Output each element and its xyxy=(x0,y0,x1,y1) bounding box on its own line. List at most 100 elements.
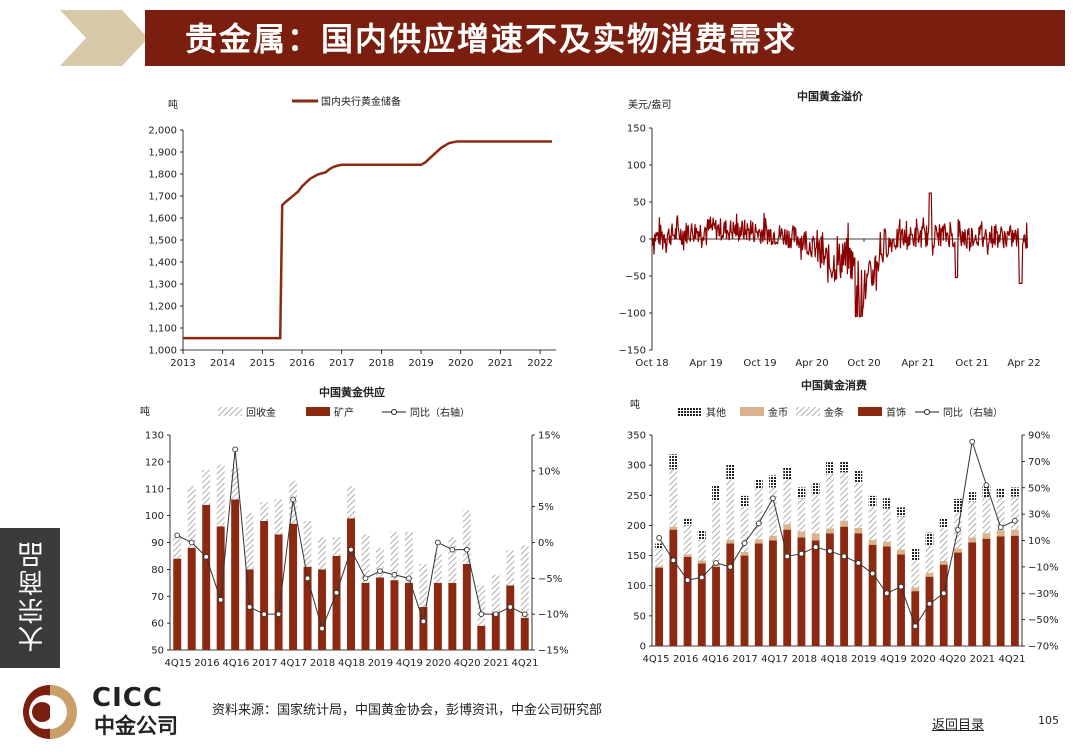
supply-bar-mine xyxy=(419,607,428,650)
supply-x-tick-label: 4Q15 xyxy=(165,658,192,669)
consumption-bar-coin xyxy=(726,539,735,544)
supply-yoy-point xyxy=(188,539,195,546)
reserves-x-tick-label: 2016 xyxy=(289,358,314,369)
supply-legend-label-mine: 矿产 xyxy=(334,406,354,419)
consumption-y-tick-label: 50 xyxy=(633,611,646,622)
supply-y-tick-label: 130 xyxy=(145,431,164,442)
supply-x-tick-label: 2017 xyxy=(252,658,277,669)
reserves-y-tick-label: 1,200 xyxy=(148,302,177,313)
consumption-bar-bar xyxy=(740,506,749,552)
consumption-yoy-point xyxy=(798,550,805,557)
consumption-yoy-point xyxy=(983,482,990,488)
consumption-bar-bar xyxy=(897,516,905,550)
supply-bar-recycle xyxy=(361,534,370,583)
supply-bar-recycle xyxy=(231,467,240,500)
supply-y2-tick-label: −15% xyxy=(538,646,569,657)
reserves-x-tick-label: 2015 xyxy=(250,358,275,369)
consumption-x-tick-label: 4Q15 xyxy=(643,654,670,665)
consumption-bar-coin xyxy=(939,560,948,565)
consumption-bar-other xyxy=(825,462,834,475)
supply-bar-mine xyxy=(433,582,442,650)
supply-yoy-point xyxy=(246,604,253,610)
logo-wordmark-en: CICC xyxy=(92,683,163,713)
consumption-bar-bar xyxy=(697,539,706,561)
back-to-contents-link[interactable]: 返回目录 xyxy=(932,718,985,733)
reserves-y-tick-label: 1,400 xyxy=(148,258,177,269)
logo-wordmark-cn: 中金公司 xyxy=(94,714,178,738)
consumption-legend-label-coin: 金币 xyxy=(768,406,788,419)
consumption-y-tick-label: 100 xyxy=(627,581,646,592)
consumption-bar-jewelry xyxy=(854,533,863,646)
supply-bar-mine xyxy=(173,558,182,650)
supply-yoy-point xyxy=(377,568,383,575)
consumption-y-unit: 吨 xyxy=(630,398,640,411)
supply-yoy-point xyxy=(449,546,456,553)
supply-legend-marker-yoy xyxy=(391,409,397,415)
consumption-bar-other xyxy=(683,518,692,526)
supply-bar-mine xyxy=(318,569,327,650)
consumption-legend-label-other: 其他 xyxy=(706,406,726,419)
page-title: 贵金属：国内供应增速不及实物消费需求 xyxy=(185,20,798,58)
premium-y-tick-label: −50 xyxy=(625,272,646,283)
supply-yoy-point xyxy=(261,611,267,618)
premium-y-tick-label: 0 xyxy=(640,235,646,246)
consumption-title: 中国黄金消费 xyxy=(801,378,867,392)
consumption-x-tick-label: 2021 xyxy=(970,654,995,665)
consumption-bar-other xyxy=(996,488,1005,498)
supply-yoy-point xyxy=(319,625,325,632)
consumption-y2-tick-label: 70% xyxy=(1028,457,1050,468)
consumption-yoy-point xyxy=(912,623,919,630)
supply-y2-tick-label: 10% xyxy=(538,466,560,477)
supply-yoy-point xyxy=(406,575,412,582)
consumption-bar-coin xyxy=(783,524,792,530)
supply-yoy-point xyxy=(435,539,441,546)
consumption-y2-tick-label: −30% xyxy=(1028,589,1059,600)
consumption-bar-coin xyxy=(882,541,891,547)
consumption-bar-other xyxy=(982,486,991,498)
premium-x-tick-label: Oct 18 xyxy=(635,358,668,369)
consumption-y2-tick-label: 10% xyxy=(1028,536,1050,547)
supply-x-tick-label: 4Q19 xyxy=(396,658,423,669)
consumption-yoy-point xyxy=(926,600,933,607)
consumption-bar-bar xyxy=(811,494,820,534)
sidebar-tab[interactable] xyxy=(0,528,60,668)
consumption-bar-bar xyxy=(840,472,849,521)
supply-bar-recycle xyxy=(477,585,486,626)
consumption-bar-coin xyxy=(925,573,934,577)
supply-y-tick-label: 120 xyxy=(145,457,164,468)
consumption-bar-other xyxy=(797,487,806,499)
consumption-bar-jewelry xyxy=(769,540,777,646)
consumption-bar-coin xyxy=(655,566,664,568)
supply-yoy-point xyxy=(333,589,340,596)
supply-bar-recycle xyxy=(187,486,196,548)
supply-bar-recycle xyxy=(390,531,399,581)
consumption-yoy-point xyxy=(684,577,691,583)
consumption-bar-coin xyxy=(797,531,806,538)
supply-bar-recycle xyxy=(274,499,283,535)
supply-yoy-point xyxy=(348,546,354,553)
supply-yoy-point xyxy=(492,611,499,618)
supply-y-unit: 吨 xyxy=(140,405,150,418)
consumption-bar-bar xyxy=(868,506,877,540)
supply-bar-recycle xyxy=(260,502,269,521)
consumption-x-tick-label: 4Q16 xyxy=(702,654,729,665)
consumption-bar-coin xyxy=(982,533,991,539)
consumption-x-tick-label: 4Q20 xyxy=(939,654,966,665)
consumption-bar-jewelry xyxy=(754,543,763,646)
consumption-bar-jewelry xyxy=(1010,535,1019,646)
consumption-yoy-point xyxy=(869,570,876,577)
consumption-bar-jewelry xyxy=(840,526,849,646)
supply-bar-recycle xyxy=(419,564,428,607)
consumption-y2-tick-label: −50% xyxy=(1028,615,1059,626)
consumption-bar-bar xyxy=(726,479,735,540)
consumption-bar-bar xyxy=(797,498,806,532)
consumption-legend-marker-yoy xyxy=(924,409,930,415)
supply-bar-mine xyxy=(332,555,341,650)
consumption-bar-coin xyxy=(697,560,706,564)
consumption-y2-tick-label: 50% xyxy=(1028,483,1050,494)
consumption-bar-coin xyxy=(769,535,777,541)
consumption-yoy-point xyxy=(670,557,677,564)
consumption-legend-label-jewelry: 首饰 xyxy=(886,406,906,419)
supply-x-tick-label: 2021 xyxy=(483,658,508,669)
supply-x-tick-label: 2016 xyxy=(194,658,219,669)
